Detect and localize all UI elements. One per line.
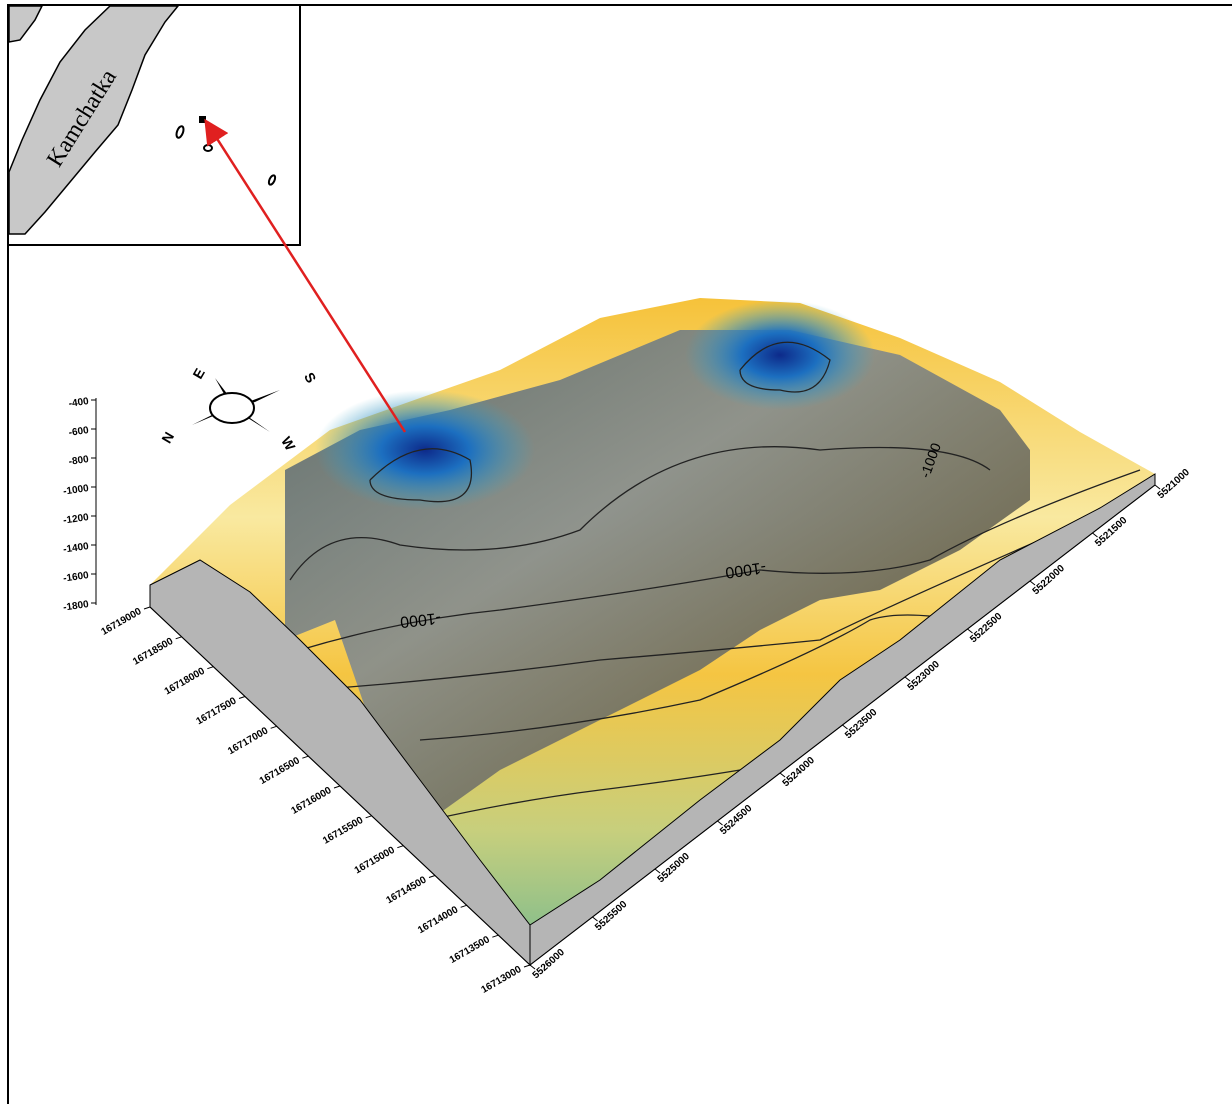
tick-mark — [1092, 532, 1098, 538]
tick-mark — [175, 636, 182, 640]
x-tick-label: 16713000 — [479, 964, 523, 996]
z-tick-label: -800 — [68, 454, 90, 468]
compass: E S N W — [158, 365, 319, 453]
z-tick-label: -1000 — [63, 483, 90, 498]
peninsula — [8, 5, 180, 235]
x-tick-label: 16716000 — [289, 785, 333, 817]
island — [175, 125, 185, 139]
z-tick-label: -600 — [68, 425, 90, 439]
compass-label: E — [189, 365, 208, 381]
tick-mark — [1029, 580, 1036, 586]
x-tick-label: 16714000 — [416, 904, 460, 936]
tick-mark — [397, 845, 404, 849]
tick-mark — [270, 725, 277, 729]
x-tick-label: 16719000 — [99, 606, 143, 638]
tick-mark — [365, 815, 372, 819]
tick-mark — [592, 916, 598, 922]
tick-mark — [492, 934, 499, 938]
landmass — [8, 5, 44, 43]
tick-mark — [717, 820, 723, 826]
x-tick-label: 16718000 — [163, 666, 207, 698]
tick-mark — [460, 904, 467, 908]
volcano-cone — [315, 390, 535, 510]
tick-mark — [207, 666, 214, 670]
tick-mark — [143, 606, 151, 610]
compass-label: N — [158, 429, 177, 446]
tick-mark — [654, 868, 661, 874]
contour-line — [309, 539, 1041, 691]
tick-mark — [967, 628, 973, 634]
volcano-cone — [685, 300, 875, 410]
z-tick-label: -1800 — [63, 599, 90, 614]
pointer-arrow — [204, 118, 407, 433]
tick-mark — [428, 875, 436, 878]
tick-mark — [904, 676, 911, 682]
x-tick-label: 16715500 — [321, 815, 365, 847]
location-marker — [199, 116, 206, 123]
contour-line — [429, 769, 741, 821]
terrain-side — [529, 473, 1156, 967]
contour-line — [289, 446, 991, 581]
x-tick-label: 16716500 — [258, 755, 302, 787]
x-tick-label: 16717500 — [194, 695, 238, 727]
tick-mark — [842, 724, 848, 730]
island — [267, 174, 277, 186]
x-tick-label: 16718500 — [131, 636, 175, 668]
x-tick-label: 16717000 — [226, 725, 270, 757]
z-tick-label: -400 — [68, 396, 90, 410]
compass-ring — [209, 392, 255, 424]
contour-line — [739, 341, 831, 393]
tick-mark — [1154, 484, 1161, 490]
x-tick-label: 16714500 — [384, 874, 428, 906]
tick-mark — [302, 755, 309, 759]
z-tick-label: -1400 — [63, 541, 90, 556]
contour-label: -1000 — [724, 558, 767, 581]
x-tick-label: 16715000 — [353, 845, 397, 877]
z-tick-label: -1600 — [63, 570, 90, 585]
terrain: -1000 -1000 -1000 — [149, 298, 1156, 967]
tick-mark — [333, 785, 341, 789]
compass-label: S — [301, 369, 320, 385]
compass-label: W — [278, 434, 299, 454]
x-tick-label: 16713500 — [448, 934, 492, 966]
contour-label: -1000 — [399, 609, 442, 630]
contour-line — [299, 469, 1141, 651]
contour-line — [369, 448, 472, 503]
tick-mark — [523, 964, 531, 968]
frame — [7, 4, 1232, 1104]
tick-mark — [238, 696, 246, 699]
z-tick-label: -1200 — [63, 512, 90, 527]
contour-line — [419, 614, 961, 741]
tick-mark — [779, 772, 786, 778]
inset-map: Kamchatka — [7, 4, 301, 246]
tick-mark — [529, 964, 536, 970]
y-tick-label: 5521000 — [1156, 467, 1193, 502]
